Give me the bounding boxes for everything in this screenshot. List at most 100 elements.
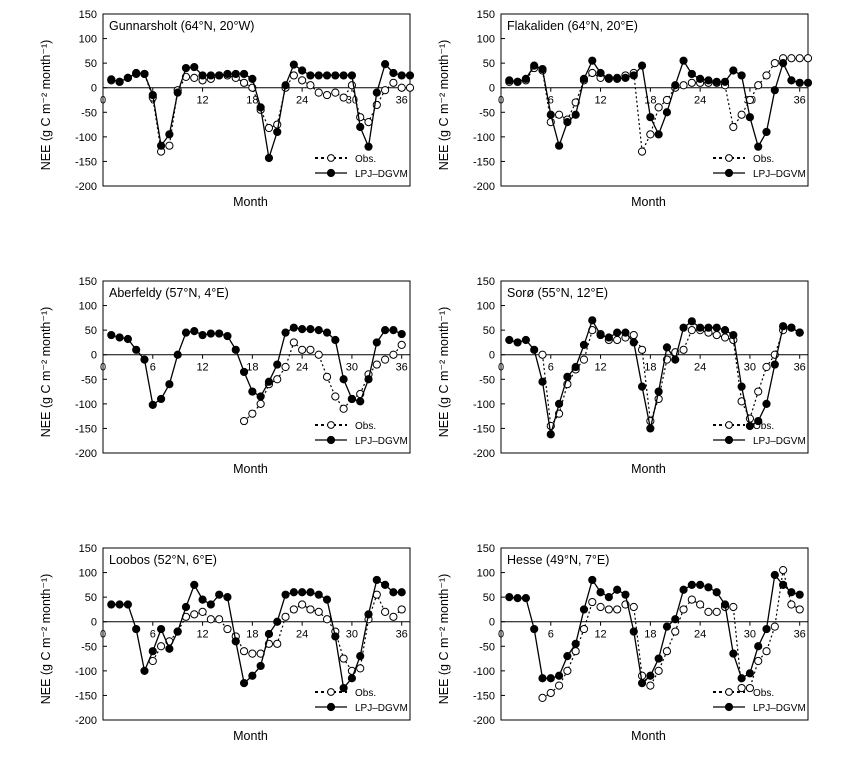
obs-point	[273, 639, 282, 648]
obs-point	[729, 602, 738, 612]
lpj-point	[132, 624, 141, 634]
obs-point	[546, 688, 555, 698]
lpj-point	[123, 73, 132, 82]
x-tick-label: 18	[644, 362, 656, 374]
y-tick-label: -150	[75, 690, 97, 702]
lpj-point	[397, 71, 406, 80]
obs-point	[314, 88, 323, 97]
legend-obs-label: Obs.	[355, 421, 376, 432]
obs-point	[654, 666, 663, 675]
panel-title: Hesse (49°N, 7°E)	[507, 553, 609, 567]
y-axis-label: NEE (g C m⁻² month⁻¹)	[39, 40, 53, 171]
lpj-point	[654, 130, 663, 139]
obs-point	[239, 416, 249, 426]
x-tick-label: 0	[498, 95, 504, 107]
legend-lpj-label: LPJ–DGVM	[355, 169, 408, 180]
lpj-point	[538, 64, 547, 74]
lpj-point	[206, 329, 215, 338]
lpj-point	[140, 355, 149, 364]
obs-point	[239, 78, 249, 87]
y-tick-label: 150	[79, 276, 97, 288]
lpj-point	[687, 69, 696, 79]
lpj-point	[239, 367, 249, 377]
panel-title: Aberfeldy (57°N, 4°E)	[109, 286, 229, 300]
lpj-point	[206, 71, 215, 80]
lpj-point	[779, 322, 788, 331]
x-axis-label: Month	[631, 462, 666, 476]
y-tick-label: 150	[79, 543, 97, 555]
obs-point	[397, 605, 406, 614]
lpj-point	[198, 71, 207, 80]
lpj-point	[571, 110, 580, 119]
lpj-point	[256, 661, 265, 671]
lpj-point	[148, 400, 157, 409]
x-tick-label: 0	[498, 362, 504, 374]
lpj-point	[231, 637, 240, 646]
y-tick-label: -100	[75, 399, 97, 411]
obs-point	[770, 59, 779, 68]
lpj-point	[389, 326, 398, 335]
lpj-point	[720, 326, 730, 335]
x-tick-label: 0	[100, 629, 106, 641]
x-tick-label: 12	[196, 362, 208, 374]
y-tick-label: -100	[473, 399, 495, 411]
y-tick-label: -200	[75, 448, 97, 460]
x-tick-label: 36	[794, 629, 806, 641]
legend-obs-label: Obs.	[753, 154, 774, 165]
lpj-point	[795, 590, 804, 599]
lpj-point	[563, 118, 572, 127]
lpj-point	[621, 590, 630, 599]
lpj-point	[322, 71, 332, 80]
lpj-point	[215, 71, 224, 80]
lpj-point	[513, 77, 522, 86]
x-tick-label: 6	[548, 362, 554, 374]
obs-point	[289, 338, 298, 347]
obs-point	[397, 83, 406, 92]
y-tick-label: -150	[473, 690, 495, 702]
lpj-point	[712, 323, 721, 332]
lpj-point	[579, 605, 589, 614]
obs-point	[712, 330, 721, 340]
obs-point	[281, 362, 290, 372]
lpj-point	[679, 56, 688, 65]
legend-lpj-marker	[326, 435, 336, 445]
obs-point	[704, 607, 713, 616]
lpj-point	[671, 81, 680, 90]
lpj-point	[662, 622, 672, 631]
lpj-point	[281, 590, 290, 599]
lpj-point	[314, 326, 323, 335]
y-tick-label: -100	[75, 666, 97, 678]
lpj-point	[256, 392, 265, 401]
lpj-point	[530, 61, 539, 70]
lpj-point	[356, 397, 365, 406]
lpj-point	[787, 323, 796, 332]
obs-point	[273, 120, 282, 129]
lpj-point	[754, 142, 763, 151]
plot-frame	[500, 280, 809, 454]
obs-point	[613, 335, 622, 345]
obs-point	[687, 326, 696, 335]
lpj-point	[513, 338, 522, 347]
lpj-point	[148, 90, 157, 100]
obs-point	[206, 615, 215, 624]
x-axis-label: Month	[233, 729, 268, 743]
x-tick-label: 24	[694, 629, 706, 641]
lpj-point	[704, 583, 713, 592]
obs-point	[381, 355, 390, 364]
lpj-point	[687, 580, 696, 589]
lpj-point	[720, 77, 730, 86]
lpj-point	[364, 142, 373, 151]
lpj-point	[505, 76, 514, 85]
x-tick-label: 0	[100, 362, 106, 374]
y-tick-label: -200	[473, 448, 495, 460]
x-tick-label: 24	[694, 362, 706, 374]
lpj-point	[156, 141, 166, 150]
lpj-point	[223, 593, 232, 602]
y-tick-label: 0	[91, 617, 97, 629]
lpj-point	[779, 580, 788, 589]
y-axis-label: NEE (g C m⁻² month⁻¹)	[39, 574, 53, 705]
obs-point	[679, 345, 688, 354]
lpj-point	[571, 639, 580, 648]
lpj-point	[803, 78, 813, 87]
lpj-point	[704, 76, 713, 85]
